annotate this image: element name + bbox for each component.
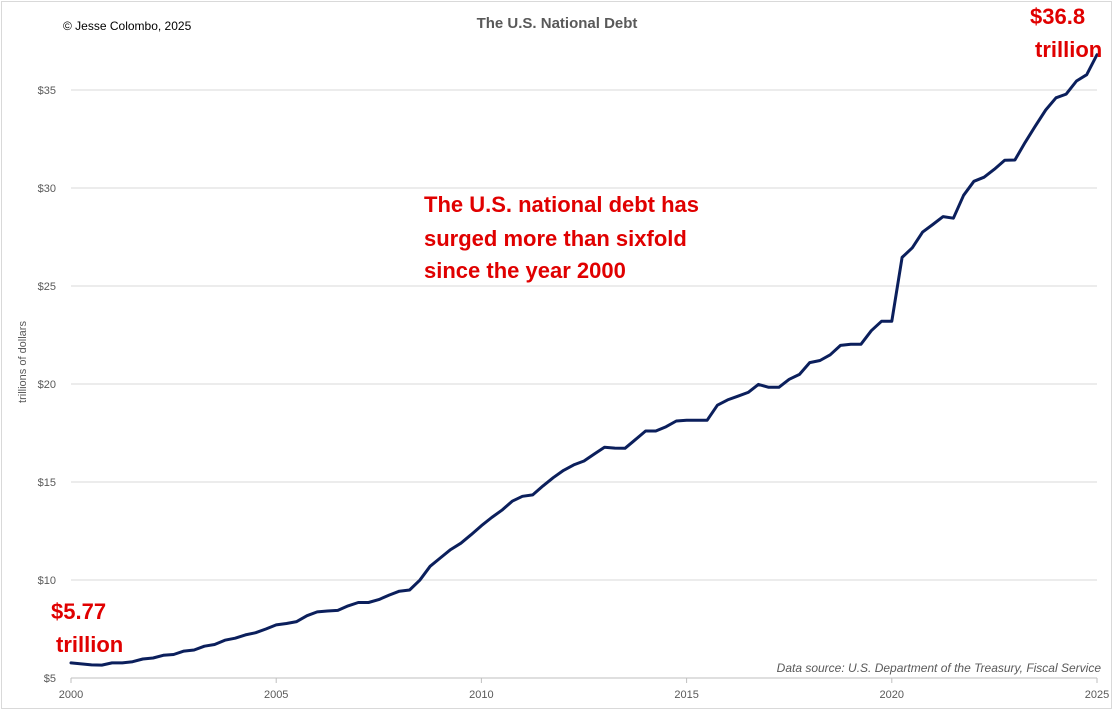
y-tick-label: $30 [38,183,56,195]
y-tick-label: $20 [38,379,56,391]
main-annotation-line3: since the year 2000 [424,258,626,283]
y-tick-label: $35 [38,85,56,97]
x-axis-ticks: 2000 2005 2010 2015 2020 2025 [59,678,1109,701]
x-tick-label: 2015 [674,689,698,701]
y-tick-label: $15 [38,477,56,489]
data-source-note: Data source: U.S. Department of the Trea… [777,661,1102,675]
main-annotation-line1: The U.S. national debt has [424,192,699,217]
start-unit-label: trillion [56,632,123,657]
series-layer [69,53,1099,667]
main-annotation-line2: surged more than sixfold [424,226,687,251]
start-value-label: $5.77 [51,599,106,624]
gridlines [71,89,1097,679]
start-annotation: $5.77 trillion [51,599,123,657]
chart-title: The U.S. National Debt [477,15,638,32]
debt-series-line [69,53,1099,667]
x-tick-label: 2020 [880,689,904,701]
x-tick-label: 2025 [1085,689,1109,701]
main-annotation: The U.S. national debt has surged more t… [424,192,699,283]
x-tick-label: 2010 [469,689,493,701]
y-tick-label: $5 [44,673,56,685]
y-tick-label: $10 [38,575,56,587]
x-tick-label: 2005 [264,689,288,701]
y-tick-label: $25 [38,281,56,293]
y-axis-ticks: $5 $10 $15 $20 $25 $30 $35 [38,85,56,685]
end-annotation: $36.8 trillion [1030,4,1102,62]
copyright-text: © Jesse Colombo, 2025 [63,19,192,33]
x-tick-label: 2000 [59,689,83,701]
end-value-label: $36.8 [1030,4,1085,29]
y-axis-label: trillions of dollars [17,321,29,403]
end-unit-label: trillion [1035,37,1102,62]
